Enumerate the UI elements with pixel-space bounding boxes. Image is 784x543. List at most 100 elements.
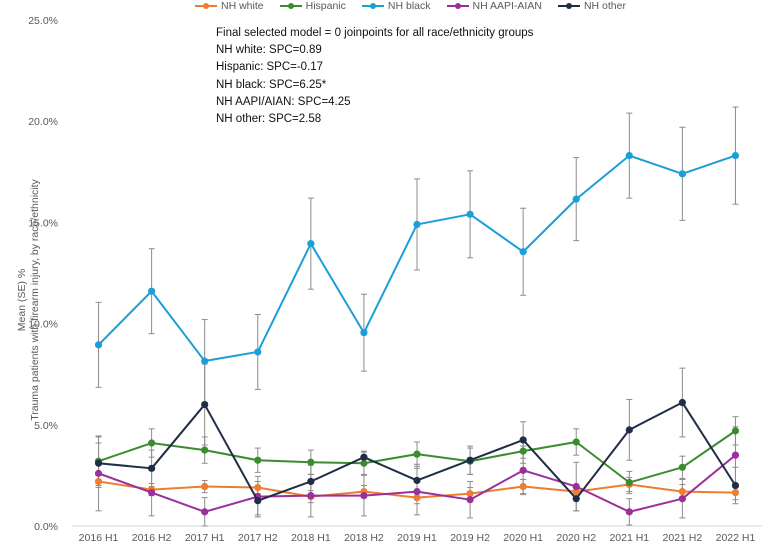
x-tick-label: 2022 H1 (716, 532, 756, 543)
legend-swatch (279, 3, 302, 9)
data-point-nh-white (572, 487, 580, 496)
legend-item: NH black (361, 0, 431, 12)
data-point-hispanic (307, 458, 315, 466)
data-point-nh-aapi-aian (678, 495, 686, 503)
data-point-nh-other (413, 476, 421, 485)
data-point-nh-white (678, 487, 686, 496)
data-point-nh-other (360, 453, 368, 461)
x-tick-label: 2018 H1 (291, 532, 331, 543)
data-point-hispanic (360, 459, 368, 467)
data-point-nh-other (94, 459, 103, 467)
y-tick-label: 5.0% (34, 420, 58, 432)
data-point-hispanic (254, 456, 262, 464)
x-tick-label: 2020 H2 (556, 532, 596, 543)
y-tick-label: 10.0% (28, 319, 58, 331)
data-point-hispanic (519, 447, 527, 455)
annotation-nh-other: NH other: SPC=2.58 (216, 113, 322, 126)
data-point-nh-other (678, 398, 686, 407)
legend-label: NH AAPI-AIAN (472, 0, 542, 12)
data-point-nh-other (201, 400, 209, 409)
data-point-hispanic (572, 438, 580, 446)
legend-label: Hispanic (305, 0, 346, 12)
data-point-nh-white (519, 482, 527, 491)
data-point-hispanic (148, 439, 156, 447)
data-point-nh-other (519, 436, 527, 444)
y-tick-label: 20.0% (28, 116, 58, 128)
x-tick-label: 2021 H2 (663, 532, 703, 543)
annotation-box: Final selected model = 0 joinpoints for … (216, 25, 533, 128)
data-point-nh-other (731, 481, 740, 490)
data-point-nh-black (201, 357, 209, 365)
annotation-nh-black: NH black: SPC=6.25* (216, 78, 327, 91)
data-point-nh-black (572, 195, 580, 203)
data-point-nh-white (466, 490, 474, 498)
data-point-hispanic (731, 427, 740, 435)
legend-label: NH other (583, 0, 626, 12)
data-point-nh-white (254, 483, 262, 492)
data-point-nh-aapi-aian (201, 508, 209, 516)
data-point-nh-aapi-aian (360, 492, 368, 500)
data-point-nh-black (678, 170, 686, 178)
data-point-nh-black (148, 287, 156, 295)
y-tick-label: 15.0% (28, 217, 58, 229)
data-point-nh-white (94, 477, 103, 486)
data-point-nh-black (360, 329, 368, 337)
x-tick-label: 2019 H2 (450, 532, 490, 543)
error-bars-nh-black (95, 106, 739, 404)
x-tick-label: 2017 H2 (238, 532, 278, 543)
data-point-nh-black (519, 248, 527, 256)
data-point-nh-aapi-aian (148, 489, 156, 497)
data-point-nh-black (466, 210, 474, 218)
x-tick-label: 2019 H1 (397, 532, 437, 543)
y-tick-label: 0.0% (34, 521, 58, 533)
y-axis-label-line2: Trauma patients with firearm injury, by … (29, 179, 41, 421)
data-point-nh-aapi-aian (731, 451, 740, 459)
x-tick-label: 2021 H1 (609, 532, 649, 543)
data-point-nh-black (307, 240, 315, 248)
data-point-nh-black (254, 348, 262, 356)
y-axis-label: Mean (SE) % Trauma patients with firearm… (16, 150, 42, 450)
data-point-nh-aapi-aian (572, 482, 580, 491)
data-point-nh-other (307, 477, 315, 486)
data-point-hispanic (413, 450, 421, 458)
data-point-nh-aapi-aian (307, 492, 315, 500)
data-point-nh-other (466, 456, 474, 464)
data-point-nh-white (201, 482, 209, 491)
data-point-nh-aapi-aian (519, 466, 527, 474)
data-point-nh-black (731, 152, 740, 160)
data-point-nh-black (625, 152, 633, 160)
legend-swatch (446, 3, 469, 9)
data-point-nh-other (625, 426, 633, 434)
data-point-nh-black (94, 341, 103, 349)
data-point-nh-aapi-aian (413, 487, 421, 496)
data-point-nh-black (413, 220, 421, 229)
data-point-nh-other (572, 495, 580, 503)
legend: NH white Hispanic NH black NH AAPI-AIAN NH o… (195, 0, 626, 12)
data-point-nh-aapi-aian (466, 496, 474, 504)
data-point-nh-white (413, 494, 421, 502)
x-tick-label: 2016 H1 (79, 532, 119, 543)
legend-label: NH black (387, 0, 431, 12)
y-axis-label-line1: Mean (SE) % (16, 268, 28, 332)
data-point-hispanic (678, 463, 686, 471)
legend-item: NH other (557, 0, 626, 12)
x-tick-label: 2016 H2 (132, 532, 172, 543)
annotation-nh-aapi-aian: NH AAPI/AIAN: SPC=4.25 (216, 95, 351, 108)
legend-item: Hispanic (279, 0, 346, 12)
data-point-hispanic (201, 446, 209, 454)
legend-item: NH AAPI-AIAN (446, 0, 542, 12)
x-tick-label: 2020 H1 (503, 532, 543, 543)
data-point-nh-aapi-aian (94, 469, 103, 477)
x-tick-label: 2017 H1 (185, 532, 225, 543)
data-point-nh-other (148, 464, 156, 472)
legend-swatch (195, 3, 217, 9)
legend-label: NH white (221, 0, 264, 12)
y-tick-label: 25.0% (28, 15, 58, 27)
legend-swatch (557, 3, 580, 9)
annotation-joinpoints: Final selected model = 0 joinpoints for … (216, 27, 534, 39)
data-point-nh-other (254, 497, 262, 505)
data-point-hispanic (625, 478, 633, 487)
legend-swatch (361, 3, 384, 9)
data-point-nh-white (731, 489, 740, 497)
